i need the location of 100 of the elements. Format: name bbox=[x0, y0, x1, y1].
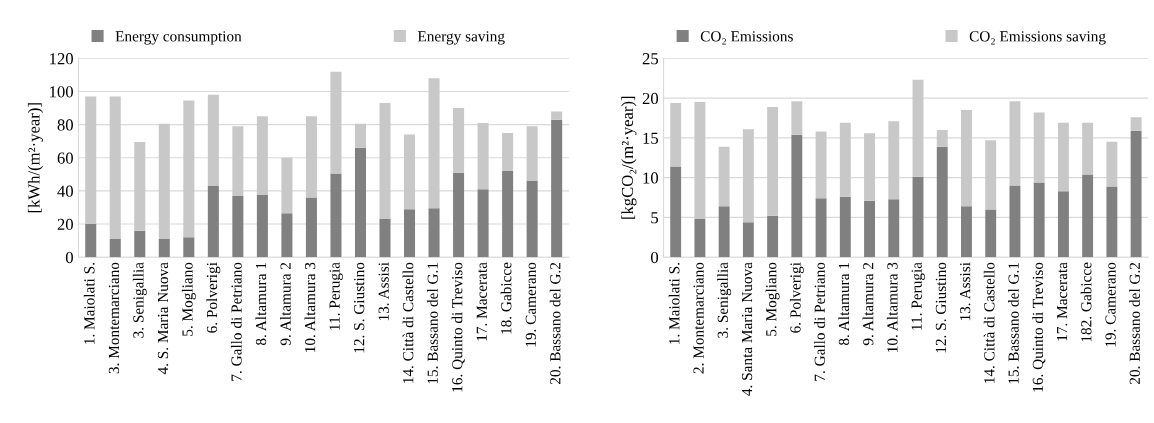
bar bbox=[207, 94, 219, 186]
bar bbox=[1033, 112, 1045, 183]
x-tick-label: 13. Assisi bbox=[378, 262, 389, 321]
bar bbox=[551, 119, 563, 258]
bar bbox=[134, 230, 146, 258]
x-tick-label: 9. Altamura 2 bbox=[279, 262, 291, 346]
bar bbox=[109, 96, 121, 239]
bar bbox=[742, 129, 754, 223]
y-tick-label: 10 bbox=[643, 172, 659, 184]
bar bbox=[453, 172, 465, 258]
y-tick-label: 80 bbox=[57, 119, 73, 131]
bar bbox=[936, 129, 948, 147]
x-tick-label: 15. Bassano del G.1 bbox=[427, 262, 438, 384]
bar bbox=[1009, 185, 1021, 258]
bar bbox=[330, 173, 342, 258]
bar bbox=[1057, 191, 1069, 258]
x-tick-label: 7. Gallo di Petriano bbox=[814, 262, 825, 381]
legend-label: CO₂ Emissions saving bbox=[969, 31, 1106, 45]
x-tick-label: 12. S. Giustino bbox=[354, 262, 365, 353]
bar bbox=[207, 185, 219, 258]
bar bbox=[502, 132, 514, 172]
bar bbox=[85, 224, 97, 258]
bar bbox=[256, 195, 268, 258]
bar bbox=[305, 197, 317, 258]
x-tick-label: 17. Macerata bbox=[476, 262, 487, 341]
x-tick-label: 3. Montemarciano bbox=[108, 262, 120, 374]
bar bbox=[742, 222, 754, 258]
bar bbox=[379, 103, 391, 220]
y-tick-label: 100 bbox=[50, 86, 73, 98]
bar bbox=[85, 96, 97, 225]
x-tick-label: 15. Bassano del G.1 bbox=[1008, 262, 1019, 384]
x-tick-label: 19. Camerano bbox=[1105, 262, 1116, 347]
x-tick-label: 5. Mogliano bbox=[181, 262, 196, 336]
bar bbox=[1033, 182, 1045, 258]
bar bbox=[428, 208, 440, 258]
bar bbox=[767, 215, 779, 258]
x-tick-label: 3. Senigallia bbox=[132, 262, 147, 338]
bar bbox=[912, 176, 924, 258]
y-tick-label: 15 bbox=[643, 132, 659, 144]
legend-label: Energy saving bbox=[417, 31, 505, 45]
bar bbox=[256, 116, 268, 196]
y-tick-label: 25 bbox=[642, 53, 659, 65]
x-tick-label: 14. Città di Castello bbox=[402, 262, 414, 383]
bar bbox=[1130, 117, 1142, 131]
bar bbox=[839, 122, 851, 197]
bar bbox=[961, 206, 972, 258]
y-tick-label: 20 bbox=[642, 92, 659, 105]
y-axis-title: [kgCO₂/(m²·year)] bbox=[621, 96, 637, 219]
y-axis-title: [kWh/(m²·year)] bbox=[27, 103, 44, 213]
bar bbox=[1130, 130, 1142, 258]
y-tick-label: 60 bbox=[57, 152, 73, 164]
x-tick-label: 17. Macerata bbox=[1057, 262, 1068, 341]
bar bbox=[354, 123, 366, 148]
legend-label: CO₂ Emissions bbox=[700, 31, 793, 45]
bar bbox=[305, 116, 317, 198]
bar bbox=[404, 209, 416, 258]
x-tick-label: 9. Altamura 2 bbox=[862, 262, 874, 346]
bar bbox=[839, 196, 851, 258]
x-tick-label: 11. Perugia bbox=[329, 262, 343, 330]
bar bbox=[330, 71, 342, 174]
bar bbox=[694, 219, 706, 258]
x-tick-label: 7. Gallo di Petriano bbox=[230, 262, 242, 381]
bar bbox=[791, 134, 803, 258]
x-tick-label: 13. Assisi bbox=[960, 262, 971, 321]
bar bbox=[379, 219, 391, 258]
bar bbox=[985, 140, 997, 210]
x-tick-label: 16. Quinto di Treviso bbox=[451, 262, 465, 392]
bar bbox=[864, 133, 875, 201]
y-tick-label: 40 bbox=[57, 185, 73, 197]
bar bbox=[1009, 101, 1021, 186]
y-tick-label: 20 bbox=[57, 218, 73, 230]
x-tick-label: 16. Quinto di Treviso bbox=[1032, 262, 1046, 392]
bar bbox=[985, 209, 997, 258]
x-tick-label: 4. S. Maria Nuova bbox=[157, 262, 169, 375]
x-tick-label: 4. Santa Maria Nuova bbox=[741, 262, 753, 396]
bar bbox=[694, 102, 706, 220]
x-tick-label: 1. Maiolati S. bbox=[83, 263, 95, 344]
bar bbox=[936, 146, 948, 258]
bar bbox=[767, 106, 779, 216]
bar bbox=[526, 126, 538, 181]
x-tick-label: 20. Bassano del G.2 bbox=[1129, 262, 1140, 385]
y-tick-label: 0 bbox=[650, 251, 659, 264]
bar bbox=[404, 134, 416, 210]
x-tick-label: 3. Senigallia bbox=[717, 262, 732, 338]
x-tick-label: 182. Gabicce bbox=[1080, 262, 1092, 342]
x-tick-label: 1. Maiolati S. bbox=[668, 263, 680, 344]
bar bbox=[888, 199, 900, 258]
bar bbox=[1082, 174, 1094, 258]
y-tick-label: 120 bbox=[50, 53, 73, 65]
bar bbox=[864, 200, 875, 258]
bar bbox=[670, 102, 682, 167]
bar bbox=[134, 142, 146, 231]
bar bbox=[912, 79, 924, 177]
bar bbox=[183, 237, 195, 258]
x-tick-label: 19. Camerano bbox=[525, 262, 537, 347]
x-tick-label: 10. Altamura 3 bbox=[304, 262, 316, 352]
x-tick-label: 18. Gabicce bbox=[500, 262, 512, 334]
bar bbox=[477, 189, 489, 258]
bar bbox=[1082, 122, 1094, 175]
x-tick-label: 20. Bassano del G.2 bbox=[549, 262, 561, 385]
